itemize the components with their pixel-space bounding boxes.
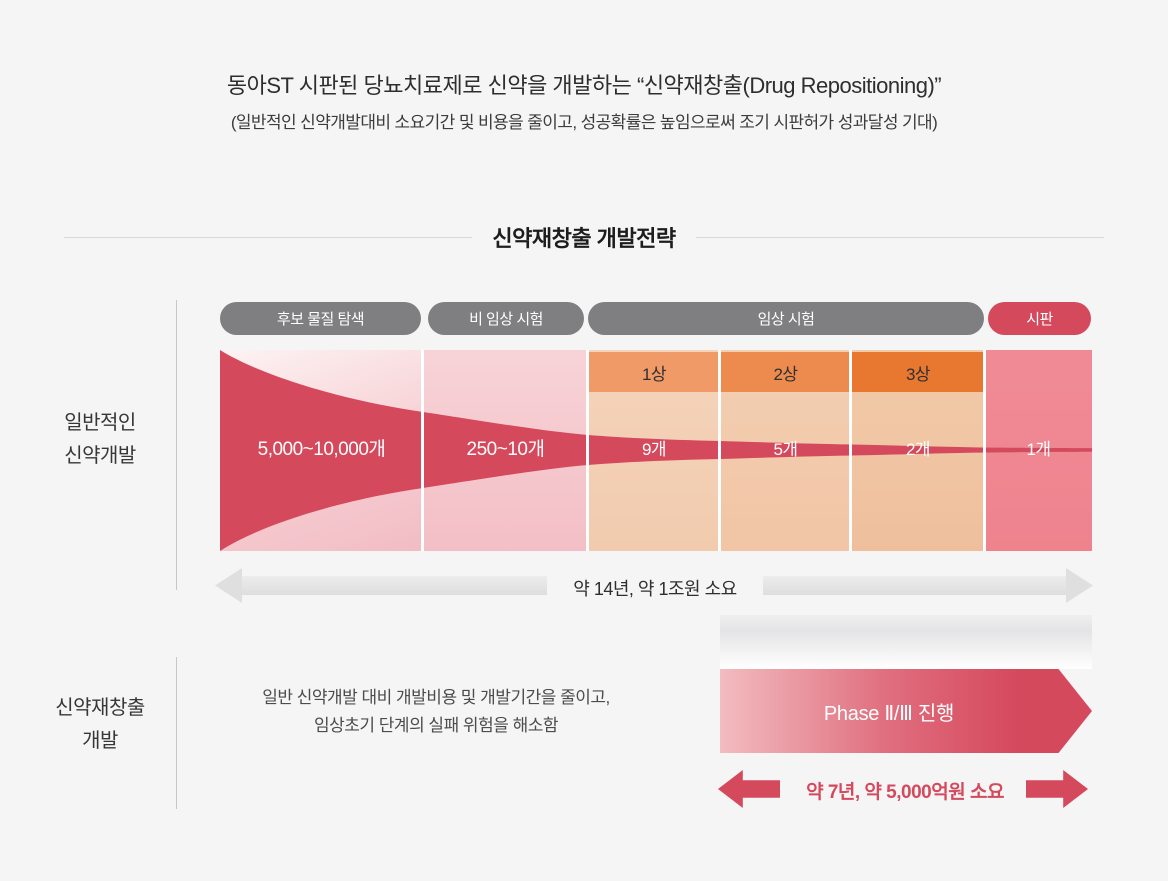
- row-label-repositioning-line1: 신약재창출: [55, 697, 145, 719]
- row-label-repositioning-line2: 개발: [82, 730, 118, 752]
- section-line-right: [695, 236, 1104, 238]
- row-divider-general: [176, 300, 177, 590]
- general-duration-label: 약 14년, 약 1조원 소요: [573, 579, 737, 599]
- funnel-separator: [849, 350, 852, 551]
- red-arrow-left-icon: [718, 770, 780, 808]
- repositioning-description: 일반 신약개발 대비 개발비용 및 개발기간을 줄이고, 임상초기 단계의 실패…: [216, 684, 656, 740]
- arrow-left-head-icon: [215, 568, 242, 603]
- row-label-repositioning-development: 신약재창출 개발: [30, 692, 170, 758]
- red-arrow-right-icon: [1026, 770, 1088, 808]
- funnel-diagram: 1상 2상 3상 5,000~10,000개 250~10개 9개 5개 2개 …: [220, 350, 1092, 551]
- section-title-row: 신약재창출 개발전략: [64, 222, 1104, 252]
- stage-pill-preclinical: 비 임상 시험: [428, 302, 584, 335]
- funnel-value-market: 1개: [1026, 440, 1051, 459]
- row-label-general-line2: 신약개발: [64, 445, 136, 467]
- repositioning-description-line1: 일반 신약개발 대비 개발비용 및 개발기간을 줄이고,: [262, 688, 610, 707]
- row-label-general-line1: 일반적인: [64, 412, 136, 434]
- phase2-header: 2상: [720, 352, 851, 392]
- stage-pill-market: 시판: [988, 302, 1091, 335]
- arrow-right-head-icon: [1066, 568, 1093, 603]
- section-line-left: [64, 236, 473, 238]
- row-divider-repositioning: [176, 657, 177, 809]
- funnel-value-discovery: 5,000~10,000개: [257, 439, 386, 460]
- funnel-value-phase1: 9개: [641, 440, 667, 459]
- funnel-value-phase2: 5개: [773, 440, 798, 459]
- funnel-shape: [220, 350, 1092, 551]
- funnel-value-preclinical: 250~10개: [466, 439, 545, 460]
- stage-pill-clinical: 임상 시험: [588, 302, 984, 335]
- stage-pill-discovery: 후보 물질 탐색: [220, 302, 421, 335]
- repositioning-description-line2: 임상초기 단계의 실패 위험을 해소함: [314, 716, 559, 735]
- funnel-separator: [586, 350, 589, 551]
- repositioning-duration-label: 약 7년, 약 5,000억원 소요: [806, 782, 1004, 803]
- funnel-value-phase3: 2개: [905, 440, 931, 459]
- arrow-bar-right: [763, 576, 1066, 595]
- funnel-separator: [718, 350, 721, 551]
- phase-arrow-gradient-block: [720, 615, 1092, 669]
- phase-progress-arrow: Phase Ⅱ/Ⅲ 진행: [720, 669, 1092, 753]
- phase3-header: 3상: [851, 352, 985, 392]
- funnel-separator: [421, 350, 424, 551]
- phase-progress-label: Phase Ⅱ/Ⅲ 진행: [823, 702, 955, 725]
- funnel-separator: [983, 350, 986, 551]
- page-subtitle: (일반적인 신약개발대비 소요기간 및 비용을 줄이고, 성공확률은 높임으로써…: [230, 113, 938, 132]
- row-label-general-development: 일반적인 신약개발: [30, 407, 170, 473]
- section-title: 신약재창출 개발전략: [492, 226, 676, 251]
- page-title: 동아ST 시판된 당뇨치료제로 신약을 개발하는 “신약재창출(Drug Rep…: [226, 73, 942, 98]
- arrow-bar-left: [242, 576, 547, 595]
- phase1-header: 1상: [588, 352, 720, 392]
